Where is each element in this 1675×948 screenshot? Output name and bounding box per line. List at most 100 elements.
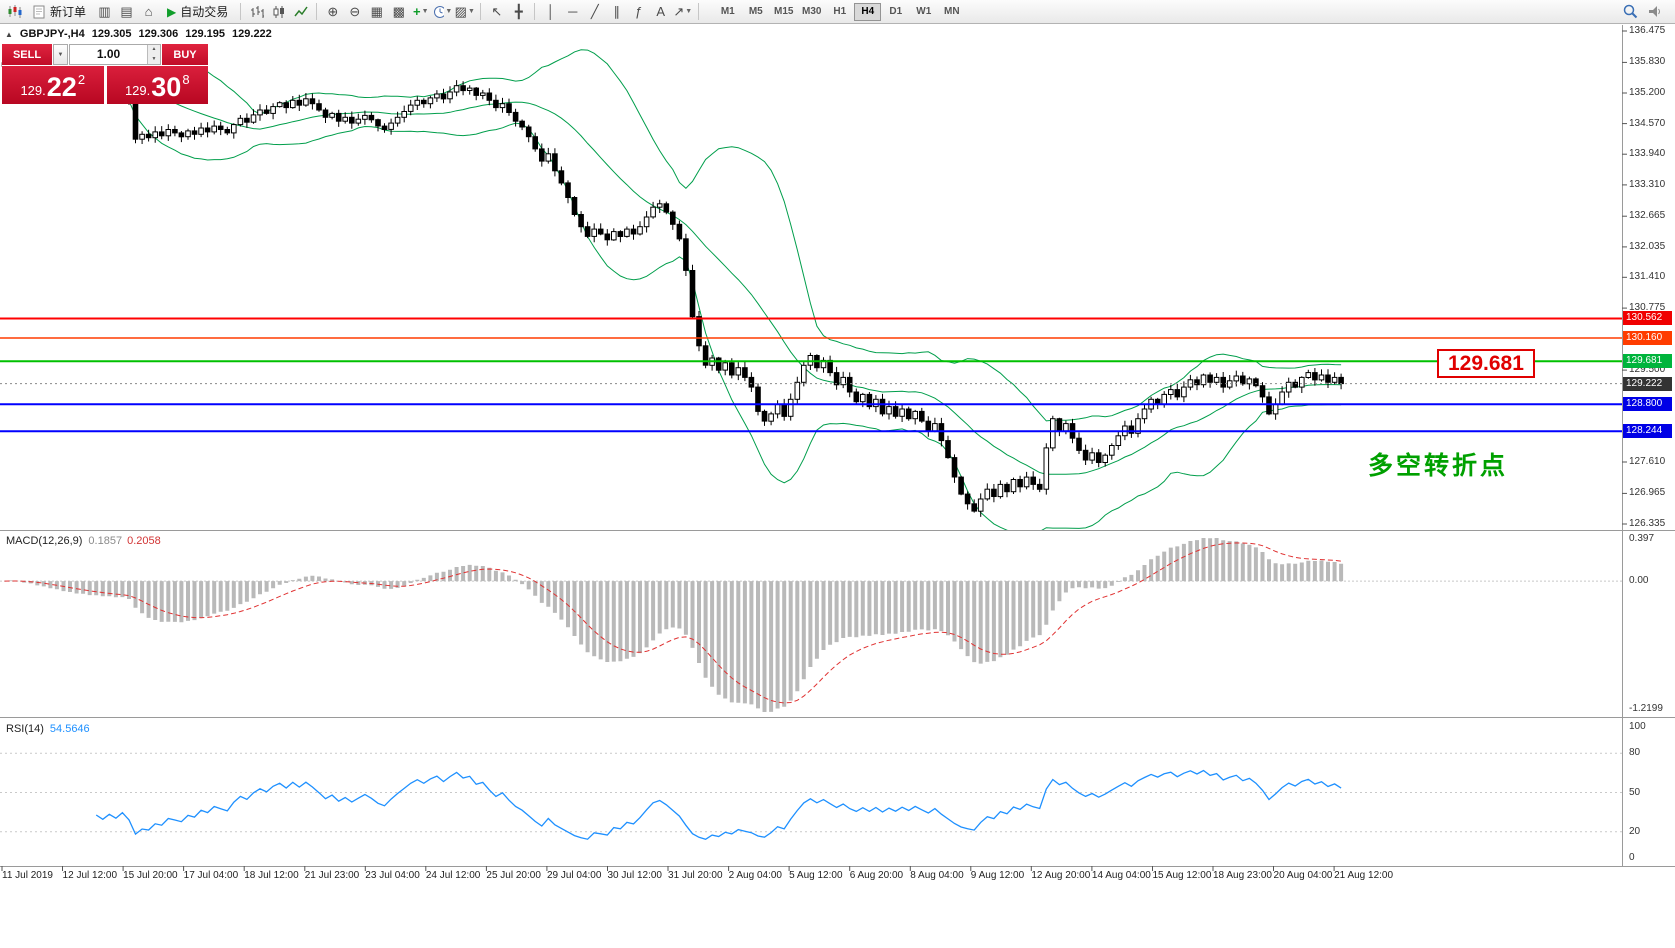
macd-indicator-label: MACD(12,26,9) 0.1857 0.2058 <box>6 535 161 547</box>
clock-icon <box>434 5 445 18</box>
bollinger-upper-band <box>128 49 1342 422</box>
search-icon[interactable] <box>1620 2 1641 22</box>
low-value: 129.195 <box>185 28 226 40</box>
cursor-tool-icon[interactable]: ↖ <box>491 3 503 19</box>
toolbar-right-group <box>1620 2 1665 22</box>
horizontal-line-tool-icon[interactable]: ─ <box>568 4 578 19</box>
new-order-button[interactable]: 新订单 <box>26 2 93 22</box>
toolbar-separator <box>698 3 700 20</box>
zoom-in-icon[interactable]: ⊕ <box>327 3 339 19</box>
timeframe-m1-button[interactable]: M1 <box>714 3 741 21</box>
zoom-out-icon[interactable]: ⊖ <box>349 3 361 19</box>
plus-icon: + <box>413 4 421 19</box>
macd-name: MACD(12,26,9) <box>6 535 83 547</box>
autotrade-label: 自动交易 <box>180 5 229 19</box>
macd-signal-line <box>4 542 1342 704</box>
order-type-dropdown[interactable]: ▼ <box>53 44 68 65</box>
periods-button[interactable]: ▼ <box>432 2 453 22</box>
chevron-down-icon: ▼ <box>685 8 693 15</box>
tile-windows-icon[interactable]: ▦ <box>370 3 383 19</box>
timeframe-d1-button[interactable]: D1 <box>882 3 909 21</box>
rsi-name: RSI(14) <box>6 723 44 735</box>
timeframe-h1-button[interactable]: H1 <box>826 3 853 21</box>
symbol-period-label: GBPJPY-,H4 <box>19 28 85 40</box>
timeframe-mn-button[interactable]: MN <box>938 3 965 21</box>
bar-chart-type-icon[interactable] <box>246 2 267 22</box>
candle-chart-type-icon[interactable] <box>268 2 289 22</box>
bollinger-middle-band <box>128 79 1342 475</box>
timeframe-m5-button[interactable]: M5 <box>742 3 769 21</box>
main-toolbar: 新订单 ▥ ▤ ⌂ ▶ 自动交易 ⊕ ⊖ ▦ ▩ + ▼ ▼ ▨ ▼ ↖ ╋ │ ─… <box>0 0 1675 24</box>
chevron-down-icon: ▼ <box>467 8 475 15</box>
rsi-line <box>95 769 1342 841</box>
toolbar-separator <box>316 3 318 20</box>
buy-price-sup: 8 <box>182 72 190 87</box>
chevron-down-icon: ▼ <box>421 8 429 15</box>
bollinger-lower-band <box>128 100 1342 530</box>
chevron-down-icon: ▼ <box>445 8 453 15</box>
volume-value[interactable]: 1.00 <box>96 47 121 61</box>
volume-field[interactable]: 1.00 ▲ ▼ <box>69 44 161 65</box>
vertical-line-tool-icon[interactable]: │ <box>546 4 555 19</box>
sell-price-main: 22 <box>46 72 77 102</box>
trendline-tool-icon[interactable]: ╱ <box>590 3 599 19</box>
rsi-value: 54.5646 <box>49 723 90 735</box>
toolbar-separator <box>534 3 536 20</box>
panel-frames <box>0 25 1675 871</box>
rsi-panel[interactable] <box>0 752 1622 841</box>
arrow-tool-icon: ↗ <box>673 3 685 19</box>
crosshair-tool-icon[interactable]: ╋ <box>514 3 523 19</box>
close-value: 129.222 <box>232 28 272 40</box>
buy-price-int: 129. <box>124 83 151 98</box>
chart-text-annotation[interactable]: 多空转折点 <box>1368 452 1509 480</box>
autotrade-button[interactable]: ▶ 自动交易 <box>160 2 235 22</box>
collapse-panel-icon[interactable]: ▲ <box>5 29 13 39</box>
announcement-icon[interactable] <box>1644 2 1665 22</box>
new-order-label: 新订单 <box>50 5 87 19</box>
bear-candles <box>14 58 1344 512</box>
price-level-callout[interactable]: 129.681 <box>1437 349 1535 378</box>
high-value: 129.306 <box>138 28 179 40</box>
cascade-windows-icon[interactable]: ▩ <box>392 3 405 19</box>
macd-panel[interactable] <box>0 538 1622 712</box>
buy-button[interactable]: BUY <box>162 44 208 65</box>
new-order-icon <box>33 5 45 18</box>
sell-price-box[interactable]: 129. 22 2 <box>2 66 104 104</box>
price-panel[interactable] <box>0 49 1622 533</box>
macd-signal-value: 0.2058 <box>127 535 161 547</box>
arrows-tool-button[interactable]: ↗ ▼ <box>672 2 693 22</box>
templates-icon: ▨ <box>454 3 467 19</box>
bull-candles <box>1 58 1338 512</box>
data-window-icon[interactable]: ▤ <box>120 3 133 19</box>
line-chart-type-icon[interactable] <box>290 2 311 22</box>
play-icon: ▶ <box>167 4 177 19</box>
channel-tool-icon[interactable]: ∥ <box>613 3 621 19</box>
timeframe-w1-button[interactable]: W1 <box>910 3 937 21</box>
volume-decrease-button[interactable]: ▼ <box>148 54 160 64</box>
timeframe-h4-button[interactable]: H4 <box>854 2 882 21</box>
buy-price-box[interactable]: 129. 30 8 <box>106 66 208 104</box>
timeframe-m30-button[interactable]: M30 <box>798 3 825 21</box>
app-icon <box>4 2 25 22</box>
templates-button[interactable]: ▨ ▼ <box>454 2 475 22</box>
rsi-indicator-label: RSI(14) 54.5646 <box>6 723 90 735</box>
sell-price-sup: 2 <box>77 72 86 87</box>
macd-value: 0.1857 <box>88 535 123 547</box>
one-click-trading-panel: SELL ▼ 1.00 ▲ ▼ BUY 129. 22 2 129. 30 8 <box>2 44 208 104</box>
navigator-icon[interactable]: ⌂ <box>144 4 153 19</box>
volume-stepper: ▲ ▼ <box>147 45 160 64</box>
indicators-add-button[interactable]: + ▼ <box>410 2 431 22</box>
volume-increase-button[interactable]: ▲ <box>148 45 160 55</box>
timeframe-group: M1 M5 M15 M30 H1 H4 D1 W1 MN <box>714 2 965 21</box>
fibonacci-tool-icon[interactable]: ƒ <box>635 4 643 19</box>
toolbar-separator <box>480 3 482 20</box>
open-value: 129.305 <box>91 28 132 40</box>
text-tool-icon[interactable]: A <box>656 4 666 19</box>
macd-histogram <box>9 538 1344 712</box>
market-watch-icon[interactable]: ▥ <box>98 3 111 19</box>
timeframe-m15-button[interactable]: M15 <box>770 3 797 21</box>
chart-info: ▲ GBPJPY-,H4 129.305 129.306 129.195 129… <box>5 28 272 40</box>
sell-button[interactable]: SELL <box>2 44 52 65</box>
